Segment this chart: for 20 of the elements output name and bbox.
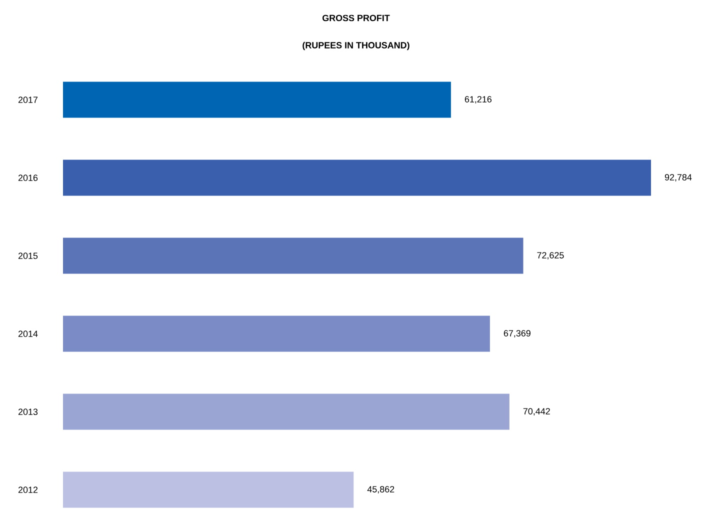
data-label: 70,442 — [523, 408, 550, 416]
bar — [63, 160, 652, 196]
data-label: 61,216 — [464, 96, 492, 104]
y-tick-label: 2014 — [18, 330, 38, 337]
bar — [63, 394, 510, 430]
y-tick-label: 2012 — [18, 486, 38, 493]
chart-title: GROSS PROFIT — [322, 14, 390, 22]
bar — [63, 82, 451, 118]
bar — [63, 472, 354, 508]
bar — [63, 316, 490, 352]
y-tick-label: 2015 — [18, 252, 38, 259]
y-tick-label: 2017 — [18, 96, 38, 103]
bar — [63, 238, 524, 274]
y-tick-label: 2013 — [18, 408, 38, 415]
data-label: 72,625 — [537, 252, 564, 260]
data-label: 92,784 — [664, 174, 692, 182]
y-tick-label: 2016 — [18, 174, 38, 181]
data-label: 67,369 — [504, 330, 530, 338]
data-label: 45,862 — [367, 486, 394, 494]
chart-subtitle: (RUPEES IN THOUSAND) — [302, 42, 410, 50]
